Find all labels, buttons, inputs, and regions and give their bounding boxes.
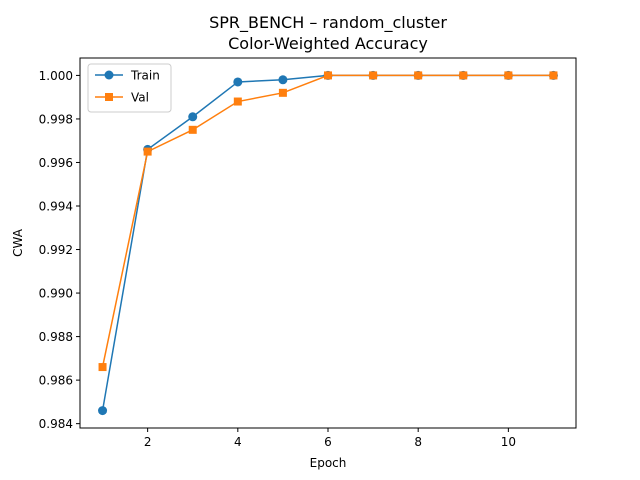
chart-subtitle: Color-Weighted Accuracy xyxy=(228,34,428,53)
data-point-val xyxy=(459,71,468,80)
series-layer xyxy=(98,70,558,416)
data-point-val xyxy=(549,71,558,80)
chart-title: SPR_BENCH – random_cluster xyxy=(209,13,447,33)
x-tick-label: 4 xyxy=(234,435,242,449)
data-point-val xyxy=(233,97,242,106)
legend-label-val: Val xyxy=(131,91,149,105)
x-tick-label: 10 xyxy=(501,435,516,449)
data-point-val xyxy=(324,71,332,80)
legend-marker-val xyxy=(105,93,113,101)
legend-marker-train xyxy=(104,70,114,80)
y-tick-label: 0.998 xyxy=(39,112,73,126)
data-point-train xyxy=(278,75,288,85)
data-point-val xyxy=(414,71,423,80)
data-point-train xyxy=(98,406,108,416)
y-tick-label: 0.984 xyxy=(39,417,73,431)
legend: Train Val xyxy=(87,63,172,113)
x-tick-label: 2 xyxy=(144,435,152,449)
y-tick-label: 1.000 xyxy=(39,69,73,83)
x-axis-label: Epoch xyxy=(310,456,347,470)
y-axis-label: CWA xyxy=(11,228,25,257)
y-tick-label: 0.988 xyxy=(39,330,73,344)
y-tick-label: 0.986 xyxy=(39,374,73,388)
data-point-val xyxy=(143,147,152,156)
data-point-train xyxy=(188,112,198,122)
y-axis: 0.984 0.986 0.988 0.990 0.992 0.994 0.996 0.998… xyxy=(39,69,80,431)
data-point-train xyxy=(233,77,243,87)
legend-label-train: Train xyxy=(130,69,160,83)
y-tick-label: 0.996 xyxy=(39,156,73,170)
y-tick-label: 0.992 xyxy=(39,243,73,257)
data-point-val xyxy=(188,125,197,134)
x-axis: 2 4 6 8 10 xyxy=(144,428,516,449)
x-tick-label: 8 xyxy=(414,435,422,449)
y-tick-label: 0.994 xyxy=(39,200,73,214)
y-tick-label: 0.990 xyxy=(39,287,73,301)
data-point-val xyxy=(98,363,107,372)
x-tick-label: 6 xyxy=(324,435,332,449)
data-point-val xyxy=(369,71,378,80)
data-point-val xyxy=(504,71,513,80)
data-point-val xyxy=(278,88,287,97)
